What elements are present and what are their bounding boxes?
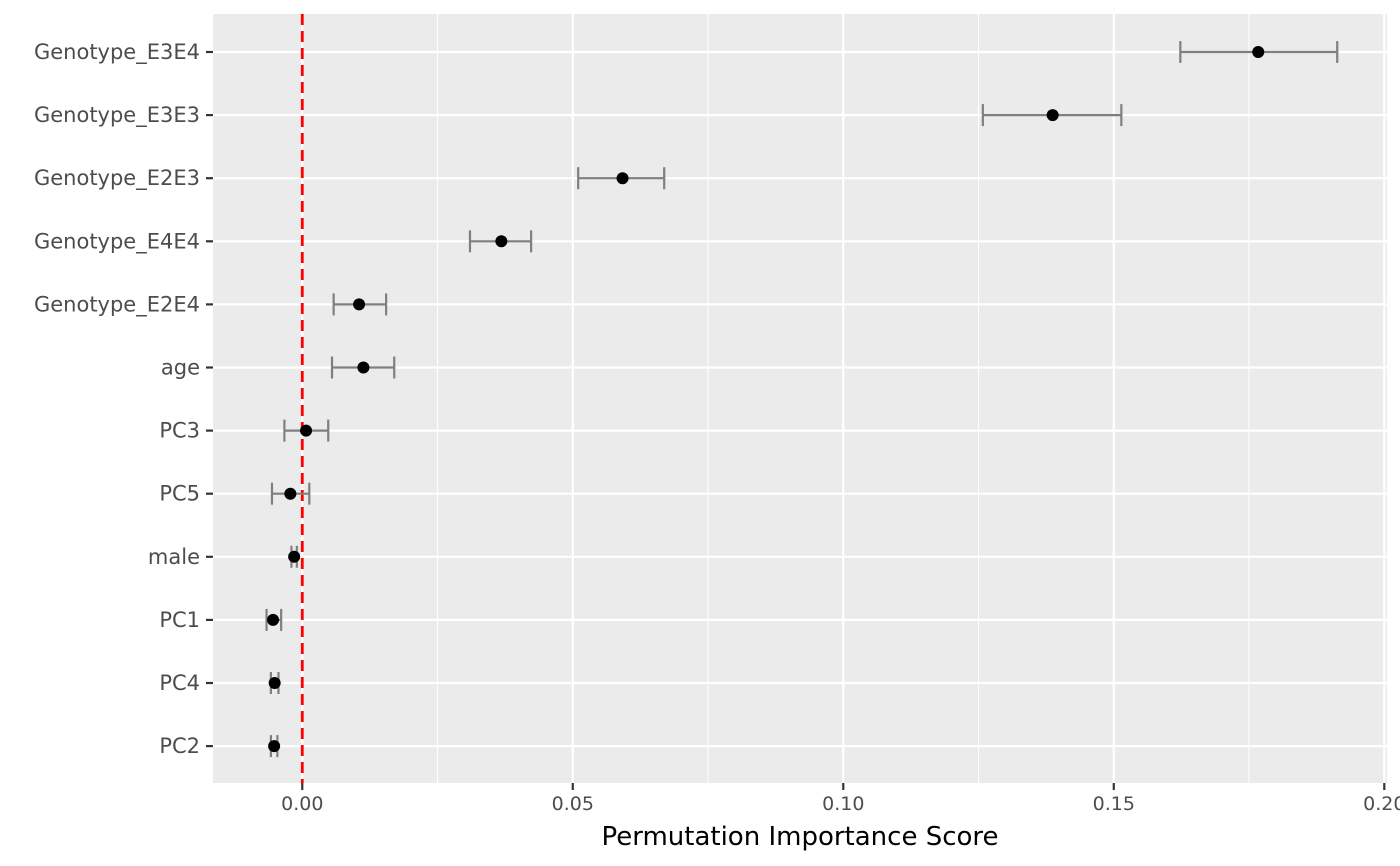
x-tick-label: 0.05 [552,793,594,815]
y-tick-label: PC4 [159,671,200,695]
x-axis: 0.00 0.05 0.10 0.15 0.20 [281,783,1400,815]
y-tick-label: PC2 [159,734,200,758]
x-axis-title: Permutation Importance Score [601,822,998,852]
point-Genotype_E3E4 [1252,46,1265,58]
y-axis: Genotype_E3E4 Genotype_E3E3 Genotype_E2E3 G… [34,40,213,758]
y-tick-label: age [161,356,200,380]
point-PC3 [300,424,313,437]
y-tick-label: Genotype_E2E3 [34,166,200,191]
point-Genotype_E2E4 [353,298,366,311]
point-male [288,550,301,563]
y-tick-label: Genotype_E3E4 [34,40,200,65]
x-tick-label: 0.20 [1363,793,1400,815]
y-tick-label: Genotype_E2E4 [34,292,200,317]
point-PC5 [284,487,297,500]
y-tick-label: Genotype_E4E4 [34,229,200,254]
point-PC4 [268,677,281,689]
point-Genotype_E3E3 [1046,109,1059,122]
point-age [357,361,370,374]
y-tick-label: Genotype_E3E3 [34,103,200,128]
point-Genotype_E2E3 [616,172,629,185]
point-PC2 [268,740,281,753]
point-Genotype_E4E4 [495,235,508,248]
y-tick-label: PC1 [159,608,200,632]
y-tick-label: PC3 [159,419,200,443]
data-marks [265,41,1339,758]
y-tick-label: PC5 [159,482,200,506]
x-tick-label: 0.00 [281,793,323,815]
x-tick-label: 0.10 [822,793,864,815]
point-PC1 [267,613,280,626]
gridlines [213,14,1387,783]
y-tick-label: male [148,545,200,569]
x-tick-label: 0.15 [1093,793,1135,815]
plot-panel [213,14,1387,783]
